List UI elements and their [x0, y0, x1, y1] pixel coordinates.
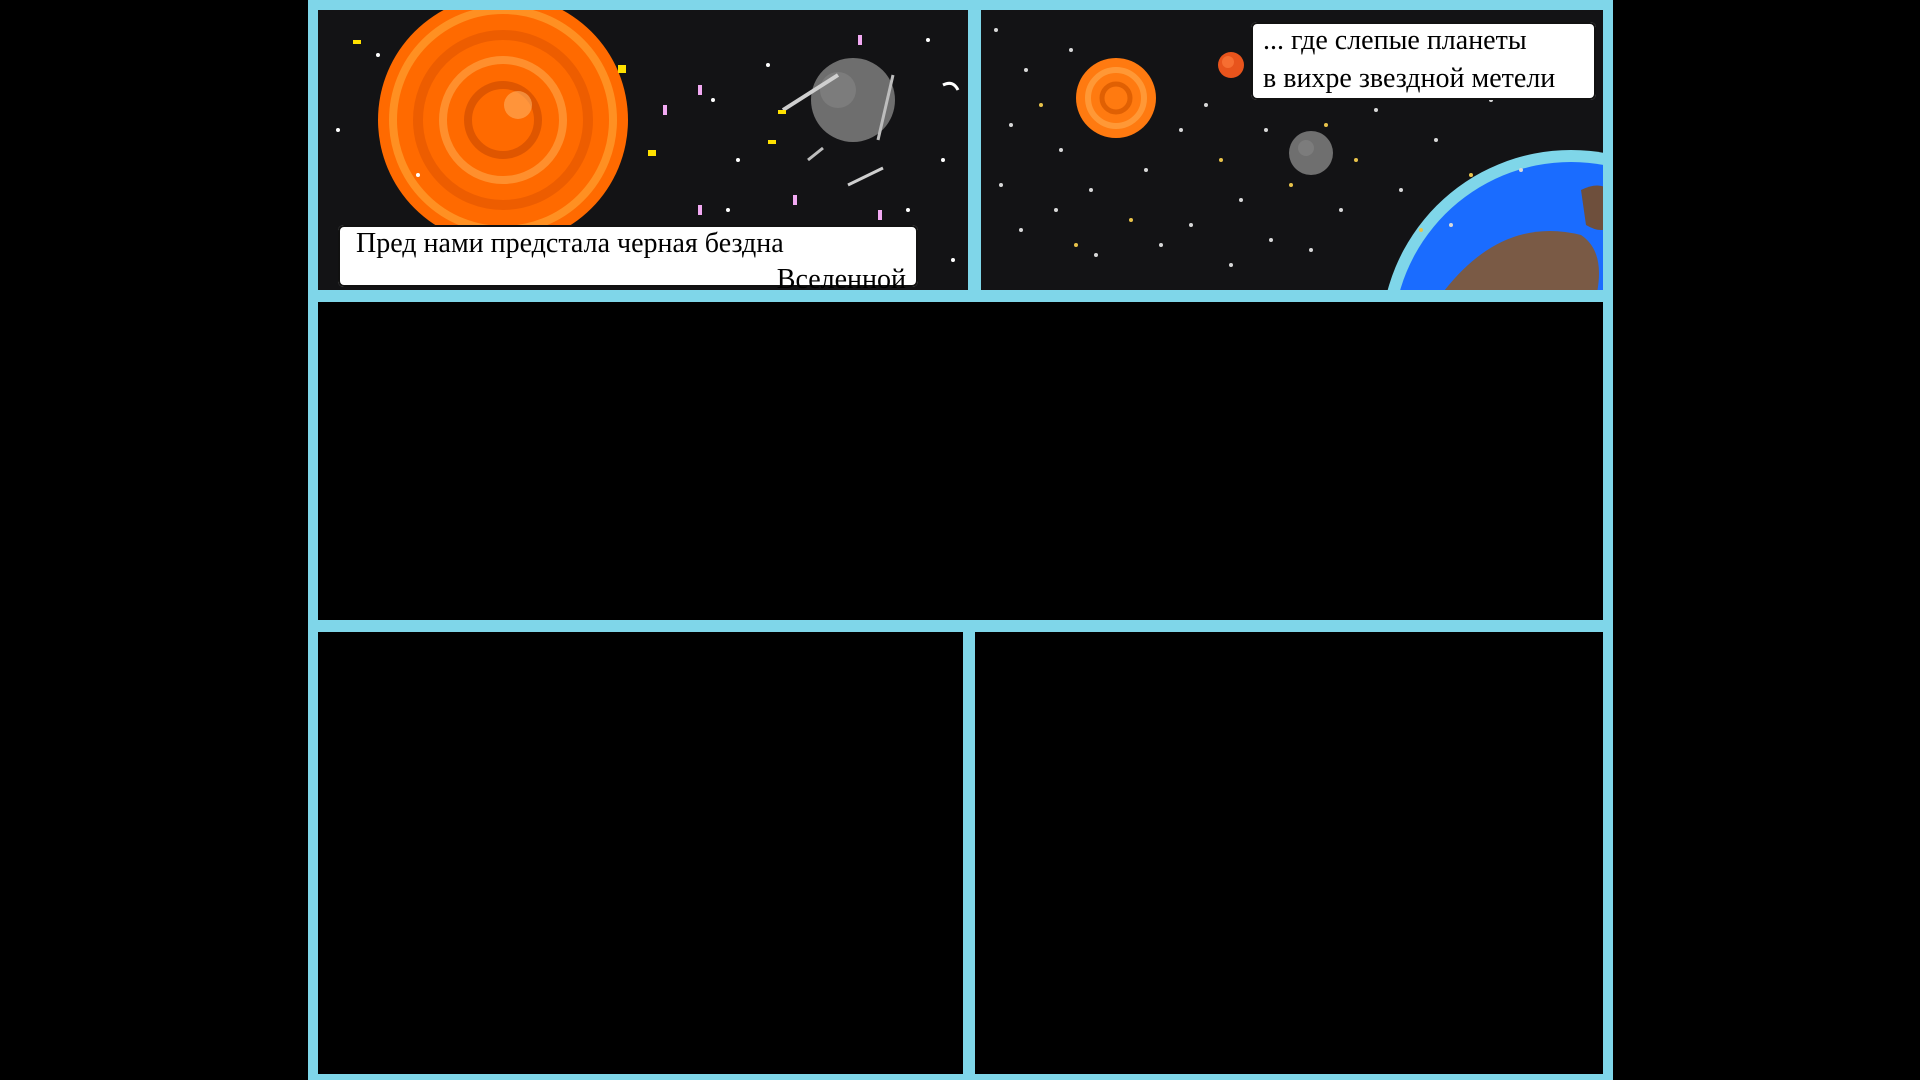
- space-illustration-1: [336, 10, 960, 262]
- comic-panel-5: [975, 632, 1603, 1074]
- grey-planet-illustration: [781, 58, 895, 187]
- yellow-stars-2: [1039, 103, 1473, 247]
- space-illustration-2: [994, 28, 1603, 290]
- star-field-1: [336, 38, 955, 262]
- comic-panel-3: [318, 302, 1603, 620]
- colored-dust-1: [353, 35, 960, 220]
- comic-page: Пред нами предстала черная бездна Вселен…: [308, 0, 1613, 1080]
- panel-2-caption-line-2: в вихре звездной метели: [1263, 63, 1556, 94]
- comic-panel-4: [318, 632, 963, 1074]
- star-field-2: [994, 28, 1523, 267]
- panel-1-caption: Пред нами предстала черная бездна Вселен…: [338, 225, 918, 290]
- comic-panel-2: ... где слепые планеты в вихре звездной …: [981, 10, 1603, 290]
- panel-2-caption: ... где слепые планеты в вихре звездной …: [1251, 22, 1596, 100]
- panel-2-caption-line-1: ... где слепые планеты: [1263, 25, 1527, 56]
- earth-illustration: [1387, 150, 1603, 290]
- red-planet-illustration: [1218, 52, 1244, 78]
- comic-panel-1: Пред нами предстала черная бездна Вселен…: [318, 10, 968, 290]
- small-sun-illustration: [1076, 58, 1156, 138]
- sun-illustration: [378, 10, 628, 245]
- grey-moon-illustration: [1289, 131, 1333, 175]
- panel-1-caption-line-2: Вселенной: [776, 264, 906, 290]
- panel-1-caption-line-1: Пред нами предстала черная бездна: [356, 228, 784, 259]
